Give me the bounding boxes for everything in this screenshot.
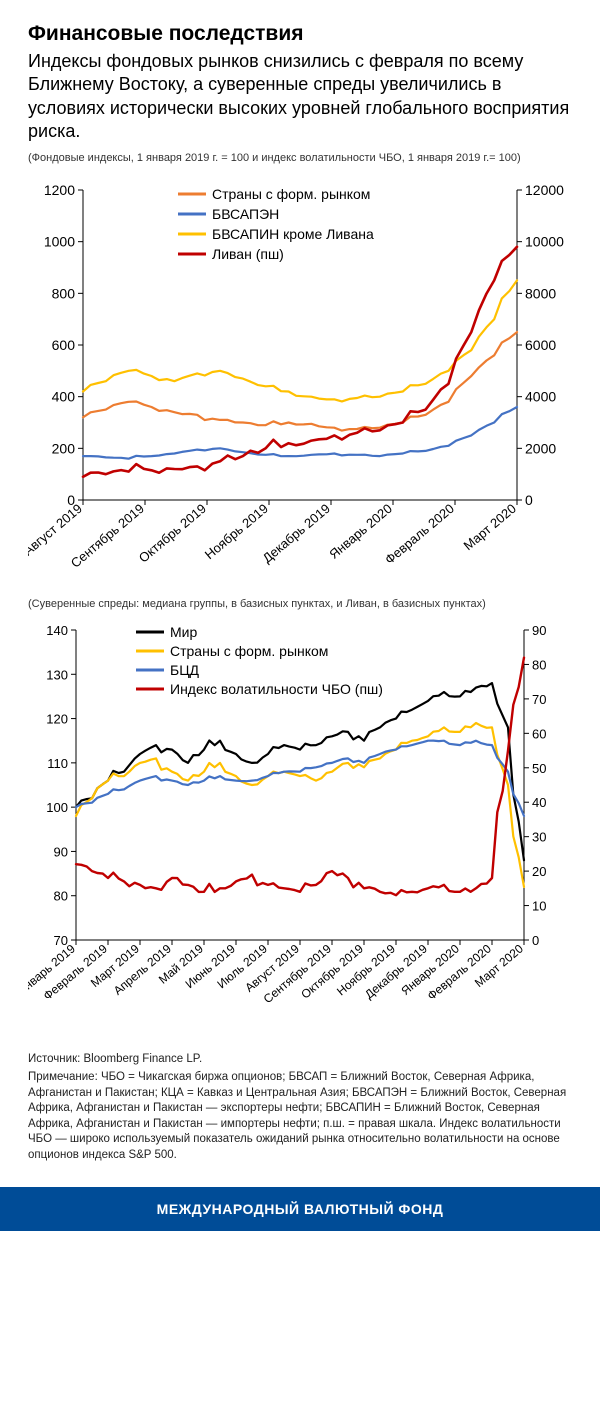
svg-text:БВСАПИН кроме Ливана: БВСАПИН кроме Ливана bbox=[212, 226, 374, 242]
svg-text:8000: 8000 bbox=[525, 285, 556, 301]
svg-text:130: 130 bbox=[46, 667, 68, 682]
svg-text:50: 50 bbox=[532, 760, 546, 775]
svg-text:0: 0 bbox=[532, 933, 539, 948]
svg-text:Октябрь 2019: Октябрь 2019 bbox=[136, 500, 209, 565]
svg-text:80: 80 bbox=[532, 657, 546, 672]
svg-text:Индекс волатильности ЧБО (пш): Индекс волатильности ЧБО (пш) bbox=[170, 681, 383, 697]
svg-text:200: 200 bbox=[52, 440, 76, 456]
svg-text:110: 110 bbox=[47, 755, 68, 770]
svg-text:600: 600 bbox=[52, 337, 76, 353]
svg-text:1200: 1200 bbox=[44, 182, 75, 198]
chart-1-sovereign-spreads: 0 200 400 600 800 1000 12000 2000 4000 6000 8000 10… bbox=[28, 180, 572, 580]
svg-text:10: 10 bbox=[532, 898, 546, 913]
svg-text:800: 800 bbox=[52, 285, 76, 301]
svg-text:80: 80 bbox=[54, 888, 68, 903]
svg-text:6000: 6000 bbox=[525, 337, 556, 353]
svg-text:Ливан (пш): Ливан (пш) bbox=[212, 246, 284, 262]
svg-text:90: 90 bbox=[532, 623, 546, 638]
svg-text:60: 60 bbox=[532, 726, 546, 741]
axis-note-1: (Фондовые индексы, 1 января 2019 г. = 10… bbox=[28, 152, 572, 164]
footnotes: Источник: Bloomberg Finance LP. Примечан… bbox=[28, 1052, 572, 1164]
svg-text:Страны с форм. рынком: Страны с форм. рынком bbox=[170, 643, 328, 659]
svg-text:БЦД: БЦД bbox=[170, 662, 200, 678]
svg-text:2000: 2000 bbox=[525, 440, 556, 456]
chart-2-stock-indices: 7080901001101201301400102030405060708090… bbox=[28, 620, 572, 1030]
svg-text:4000: 4000 bbox=[525, 388, 556, 404]
svg-text:Март 2020: Март 2020 bbox=[461, 500, 519, 552]
svg-text:Страны с форм. рынком: Страны с форм. рынком bbox=[212, 186, 370, 202]
svg-text:20: 20 bbox=[532, 864, 546, 879]
svg-text:Декабрь 2019: Декабрь 2019 bbox=[260, 500, 333, 565]
axis-note-2: (Суверенные спреды: медиана группы, в ба… bbox=[28, 598, 572, 610]
page-subtitle: Индексы фондовых рынков снизились с февр… bbox=[28, 50, 572, 144]
svg-text:90: 90 bbox=[54, 844, 68, 859]
svg-text:140: 140 bbox=[46, 623, 68, 638]
footnote-source: Источник: Bloomberg Finance LP. bbox=[28, 1052, 572, 1068]
svg-text:120: 120 bbox=[46, 711, 68, 726]
svg-text:30: 30 bbox=[532, 829, 546, 844]
footnote-note: Примечание: ЧБО = Чикагская биржа опцион… bbox=[28, 1070, 572, 1163]
svg-text:70: 70 bbox=[532, 691, 546, 706]
svg-text:0: 0 bbox=[525, 492, 533, 508]
svg-text:400: 400 bbox=[52, 388, 76, 404]
svg-text:12000: 12000 bbox=[525, 182, 564, 198]
svg-text:100: 100 bbox=[46, 800, 68, 815]
footer-org: МЕЖДУНАРОДНЫЙ ВАЛЮТНЫЙ ФОНД bbox=[0, 1187, 600, 1231]
page-title: Финансовые последствия bbox=[28, 22, 572, 46]
svg-text:1000: 1000 bbox=[44, 233, 75, 249]
svg-text:10000: 10000 bbox=[525, 233, 564, 249]
svg-text:Мир: Мир bbox=[170, 624, 197, 640]
svg-text:40: 40 bbox=[532, 795, 546, 810]
svg-text:Август 2019: Август 2019 bbox=[28, 500, 85, 558]
svg-text:БВСАПЭН: БВСАПЭН bbox=[212, 206, 279, 222]
